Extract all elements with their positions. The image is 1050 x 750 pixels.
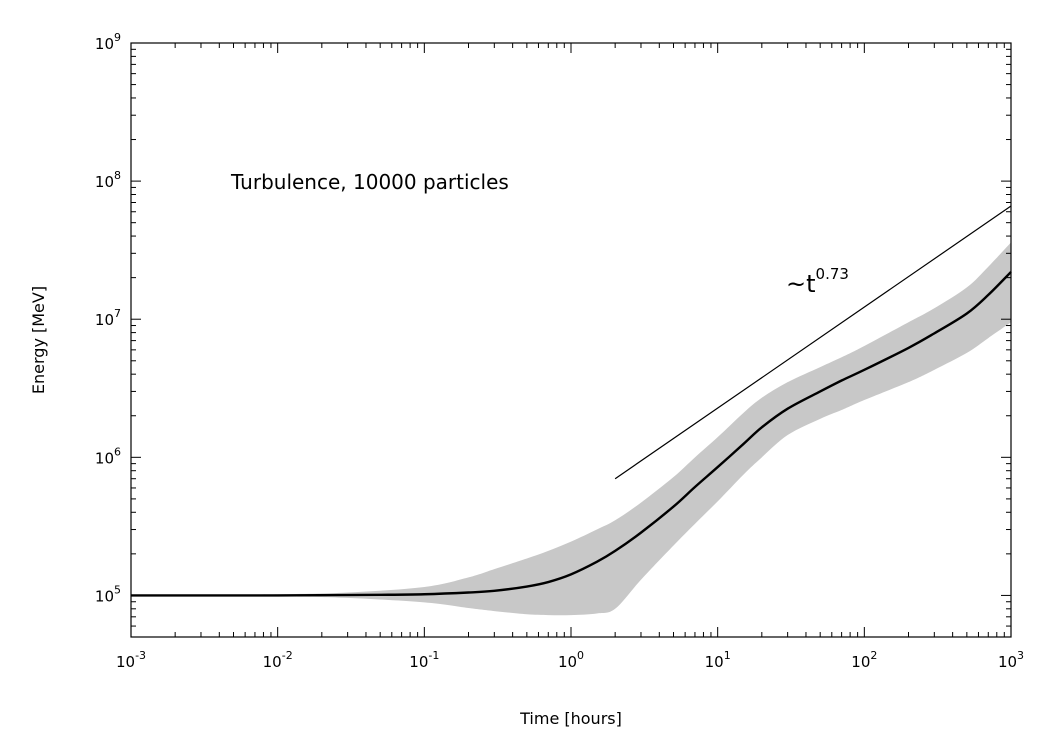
- y-tick-label: 109: [95, 31, 121, 53]
- powerlaw-reference-line: [614, 205, 1012, 480]
- powerlaw-prefix: ~t: [786, 270, 816, 298]
- spread-band: [131, 242, 1011, 616]
- y-tick-label: 106: [95, 445, 121, 467]
- y-axis-label: Energy [MeV]: [29, 286, 48, 394]
- x-tick-label: 101: [705, 649, 731, 671]
- chart-annotation: Turbulence, 10000 particles: [230, 170, 509, 194]
- x-tick-label: 102: [851, 649, 877, 671]
- x-tick-label: 10-2: [263, 649, 293, 671]
- x-tick-label: 10-1: [409, 649, 439, 671]
- x-tick-label: 103: [998, 649, 1024, 671]
- x-axis-label: Time [hours]: [519, 709, 622, 728]
- y-tick-label: 107: [95, 307, 121, 329]
- powerlaw-exponent: 0.73: [816, 265, 849, 283]
- powerlaw-label: ~t0.73: [786, 265, 849, 298]
- mean-energy-line: [130, 271, 1012, 597]
- x-tick-label: 100: [558, 649, 584, 671]
- y-tick-label: 105: [95, 583, 121, 605]
- y-tick-label: 108: [95, 169, 121, 191]
- x-tick-label: 10-3: [116, 649, 146, 671]
